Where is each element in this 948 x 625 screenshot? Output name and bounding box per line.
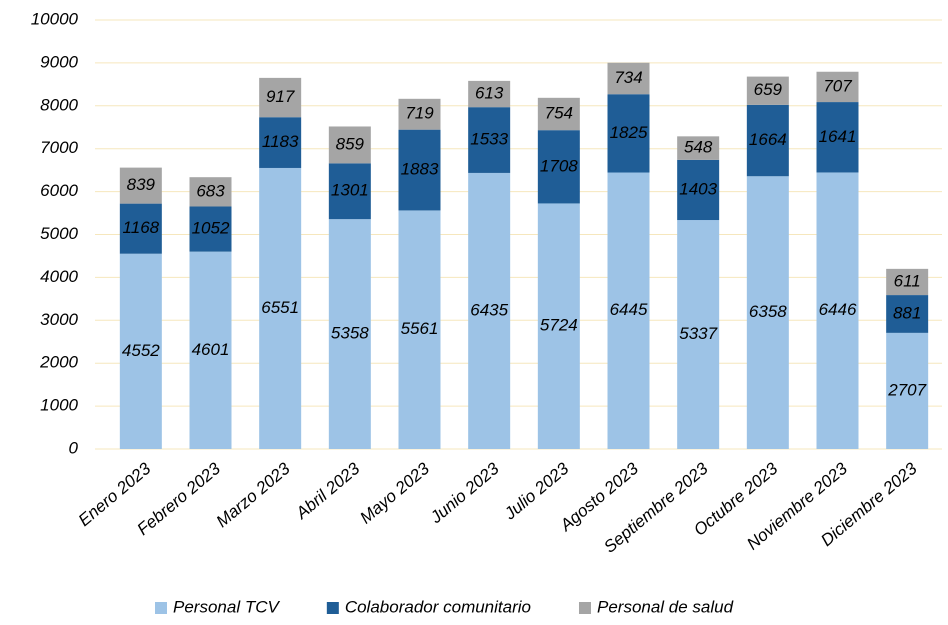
- bar-segment: [607, 94, 650, 173]
- data-label: 611: [894, 271, 921, 290]
- bar-segment: [119, 203, 162, 254]
- y-tick-label: 9000: [40, 52, 78, 71]
- bar-segment: [328, 126, 371, 164]
- data-label: 707: [823, 76, 852, 95]
- data-label: 1301: [331, 181, 369, 200]
- legend-swatch: [155, 602, 167, 614]
- bar-segment: [328, 163, 371, 220]
- y-tick-label: 5000: [40, 224, 78, 243]
- bar-segment: [259, 117, 302, 168]
- y-tick-label: 6000: [40, 181, 78, 200]
- x-tick-label: Julio 2023: [500, 459, 573, 524]
- bar-segment: [468, 107, 511, 173]
- bar-segment: [398, 98, 441, 130]
- x-tick-label: Marzo 2023: [213, 459, 294, 532]
- data-label: 1664: [749, 130, 787, 149]
- bar-segment: [886, 332, 929, 449]
- bar-segment: [189, 177, 232, 207]
- data-label: 1533: [470, 130, 508, 149]
- data-label: 4552: [122, 341, 160, 360]
- y-tick-label: 2000: [39, 353, 78, 372]
- data-label: 734: [614, 68, 642, 87]
- bar-segment: [398, 210, 441, 449]
- bar-segment: [189, 251, 232, 449]
- data-label: 1825: [610, 123, 648, 142]
- bar-segment: [677, 136, 720, 160]
- y-tick-label: 1000: [40, 396, 78, 415]
- legend-swatch: [326, 602, 339, 614]
- data-label: 2707: [887, 380, 926, 399]
- bar-segment: [816, 172, 859, 449]
- data-label: 6358: [749, 302, 787, 321]
- data-label: 1641: [819, 127, 857, 146]
- bar-segment: [677, 220, 720, 449]
- data-label: 881: [893, 303, 921, 322]
- bar-segment: [468, 172, 511, 449]
- bar-segment: [328, 219, 371, 449]
- bar-segment: [746, 76, 789, 105]
- data-label: 754: [545, 103, 573, 122]
- bar-segment: [816, 71, 859, 103]
- data-label: 1708: [540, 156, 578, 175]
- data-label: 719: [405, 104, 434, 123]
- bar-segment: [746, 176, 789, 449]
- y-tick-label: 10000: [31, 9, 79, 28]
- data-label: 1883: [401, 160, 439, 179]
- data-label: 1403: [679, 179, 717, 198]
- y-tick-label: 7000: [40, 138, 78, 157]
- data-label: 5337: [679, 324, 717, 343]
- bar-segment: [537, 130, 580, 204]
- bar-segment: [259, 167, 302, 449]
- data-label: 859: [336, 134, 365, 153]
- y-tick-label: 3000: [40, 310, 78, 329]
- data-label: 6446: [819, 300, 857, 319]
- bar-segment: [886, 295, 929, 333]
- x-tick-label: Junio 2023: [426, 459, 503, 528]
- bar-segment: [119, 253, 162, 449]
- x-tick-label: Abril 2023: [292, 459, 364, 524]
- bar-segment: [189, 206, 232, 252]
- bar-segment: [259, 77, 302, 118]
- data-label: 917: [266, 87, 295, 106]
- bar-segment: [398, 129, 441, 211]
- data-label: 6551: [261, 298, 299, 317]
- data-label: 1052: [192, 219, 230, 238]
- bar-segment: [677, 159, 720, 221]
- data-label: 5561: [401, 319, 439, 338]
- bar-segment: [886, 268, 929, 296]
- data-label: 613: [475, 84, 504, 103]
- bar-segment: [119, 167, 162, 204]
- bar-segment: [468, 80, 511, 108]
- legend-swatch: [578, 602, 591, 614]
- y-tick-label: 0: [69, 438, 79, 457]
- y-tick-label: 4000: [40, 267, 78, 286]
- bar-segment: [607, 172, 650, 449]
- data-label: 683: [196, 181, 225, 200]
- bar-segment: [607, 62, 650, 95]
- data-label: 839: [127, 175, 156, 194]
- data-label: 5724: [540, 316, 578, 335]
- data-label: 1183: [262, 132, 299, 151]
- data-label: 1168: [123, 218, 160, 237]
- y-tick-label: 8000: [40, 95, 78, 114]
- x-tick-label: Mayo 2023: [356, 459, 433, 528]
- bar-segment: [537, 97, 580, 131]
- data-label: 5358: [331, 324, 369, 343]
- legend-label: Personal TCV: [173, 597, 280, 616]
- bar-segment: [816, 102, 859, 173]
- data-label: 6445: [610, 300, 648, 319]
- data-label: 6435: [470, 300, 508, 319]
- data-label: 659: [754, 80, 783, 99]
- legend-label: Colaborador comunitario: [345, 597, 531, 616]
- data-label: 548: [684, 138, 713, 157]
- bar-segment: [537, 203, 580, 449]
- bar-segment: [746, 104, 789, 177]
- data-label: 4601: [192, 340, 230, 359]
- legend-label: Personal de salud: [597, 597, 734, 616]
